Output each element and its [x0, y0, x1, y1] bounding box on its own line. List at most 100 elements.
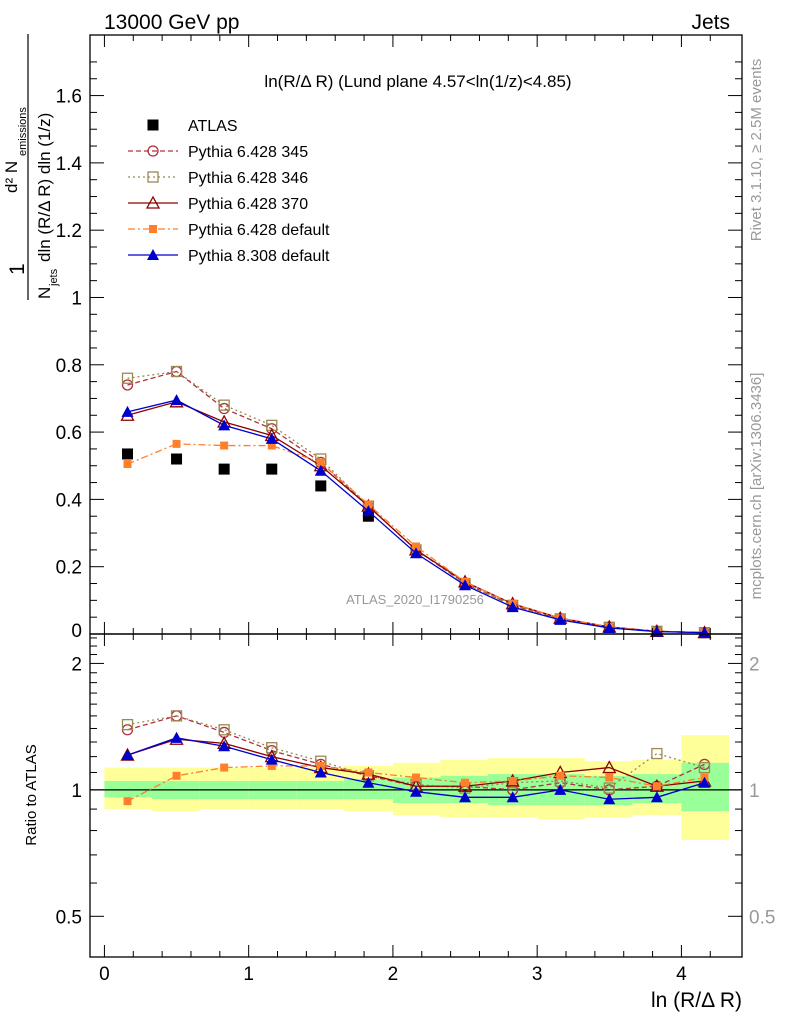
legend-marker — [145, 195, 161, 209]
point-p6def — [267, 761, 276, 770]
series-atlas — [122, 448, 374, 522]
x-axis-title: ln (R/Δ R) — [651, 989, 742, 1012]
series-p8def — [121, 731, 711, 805]
point-p346 — [218, 724, 230, 736]
y-tick-label: 0.8 — [56, 356, 82, 377]
point-p8def — [362, 505, 375, 517]
y-tick-label: 0.6 — [56, 423, 82, 444]
point-p6def — [461, 778, 470, 787]
point-atlas — [266, 463, 278, 475]
rivet-label: Rivet 3.1.10, ≥ 2.5M events — [748, 59, 765, 242]
point-p6def — [172, 771, 181, 780]
band-green — [104, 780, 153, 798]
point-p8def — [506, 601, 519, 613]
series-p6def — [123, 439, 709, 637]
legend-label: Pythia 6.428 345 — [188, 144, 308, 161]
point-p8def — [554, 783, 567, 795]
y-tick-label: 0.4 — [56, 490, 83, 511]
legend-entry-atlas: ATLAS — [147, 118, 238, 135]
point-p346 — [603, 782, 615, 794]
point-p8def — [459, 579, 472, 591]
x-tick-label: 0 — [99, 964, 110, 985]
point-p6def — [220, 441, 229, 450]
point-atlas — [315, 480, 327, 492]
ratio-y-tick-label: 0.5 — [56, 907, 82, 928]
point-p346 — [651, 747, 663, 760]
point-p8def — [170, 394, 183, 406]
point-p6def — [412, 542, 420, 551]
point-atlas — [122, 448, 134, 460]
analysis-watermark: ATLAS_2020_I1790256 — [346, 592, 484, 607]
point-p8def — [121, 405, 134, 417]
point-p8def — [698, 626, 711, 638]
legend-marker — [149, 225, 157, 233]
point-p6def — [652, 782, 661, 791]
ratio-y-tick-label-right: 1 — [749, 781, 760, 802]
svg-text:1: 1 — [6, 263, 29, 275]
legend-marker — [147, 119, 159, 131]
point-p6def — [123, 797, 132, 806]
legend-entry-p345: Pythia 6.428 345 — [128, 144, 308, 161]
point-p8def — [314, 464, 327, 476]
plot-frames: 0 1 2 3 4 0 0.2 0.4 0.6 0.8 1 1.2 1.4 1.6 0.5 0.5 1 1 2 2 — [56, 34, 775, 985]
point-p8def — [218, 419, 231, 431]
point-p6def — [556, 771, 565, 780]
point-atlas — [218, 463, 230, 475]
svg-text:N: N — [35, 287, 54, 299]
svg-text:dln (R/Δ R) dln (1/z): dln (R/Δ R) dln (1/z) — [35, 113, 54, 262]
ratio-y-tick-label-right: 2 — [749, 654, 760, 675]
ratio-y-title: Ratio to ATLAS — [23, 744, 40, 845]
point-p346 — [266, 742, 278, 754]
x-tick-label: 2 — [388, 964, 399, 985]
legend-marker — [147, 145, 159, 157]
legend-label: Pythia 6.428 default — [188, 222, 330, 239]
legend-entry-p8def: Pythia 8.308 default — [128, 248, 330, 265]
point-p8def — [170, 731, 183, 743]
y-axis-title-top: 1 d² N emissions N jets dln (R/Δ R) dln … — [2, 34, 60, 300]
bottom-frame — [89, 633, 743, 958]
point-p8def — [603, 793, 616, 805]
point-p8def — [506, 791, 519, 803]
ratio-plot — [120, 710, 712, 806]
y-tick-label: 1 — [71, 288, 82, 309]
x-tick-label: 3 — [532, 964, 543, 985]
legend-marker — [147, 249, 159, 260]
point-p345 — [121, 379, 134, 391]
point-p6def — [267, 441, 276, 450]
point-atlas — [171, 453, 183, 465]
x-tick-label: 4 — [676, 964, 687, 985]
svg-text:jets: jets — [48, 268, 60, 287]
point-p8def — [362, 776, 375, 788]
y-tick-label: 1.2 — [56, 221, 82, 242]
legend-marker — [147, 171, 159, 183]
point-p8def — [410, 547, 422, 559]
point-p6def — [123, 460, 132, 469]
point-p8def — [121, 749, 134, 761]
point-p8def — [410, 785, 422, 797]
legend-label: Pythia 6.428 346 — [188, 170, 308, 187]
ratio-y-tick-label-right: 0.5 — [749, 907, 775, 928]
point-p346 — [218, 399, 230, 411]
header-left: 13000 GeV pp — [104, 11, 239, 34]
point-p8def — [265, 432, 278, 444]
plot-title: ln(R/Δ R) (Lund plane 4.57<ln(1/z)<4.85) — [264, 72, 571, 91]
point-p6def — [172, 439, 181, 448]
point-p8def — [218, 740, 231, 752]
legend-entry-p6def: Pythia 6.428 default — [128, 222, 330, 239]
band-green — [343, 779, 393, 800]
point-p6def — [364, 768, 373, 777]
y-tick-label: 1.4 — [56, 154, 83, 175]
point-p346 — [170, 365, 183, 378]
point-p8def — [698, 776, 711, 788]
point-p6def — [316, 458, 325, 467]
x-tick-label: 1 — [243, 964, 254, 985]
ratio-y-tick-label: 2 — [71, 654, 82, 675]
point-p6def — [605, 773, 614, 782]
point-p346 — [121, 718, 134, 731]
point-p8def — [650, 791, 663, 803]
legend-label: Pythia 8.308 default — [188, 248, 330, 265]
point-p8def — [459, 791, 472, 803]
svg-text:d² N: d² N — [2, 161, 21, 193]
point-p345 — [218, 402, 230, 415]
point-p8def — [265, 753, 278, 765]
